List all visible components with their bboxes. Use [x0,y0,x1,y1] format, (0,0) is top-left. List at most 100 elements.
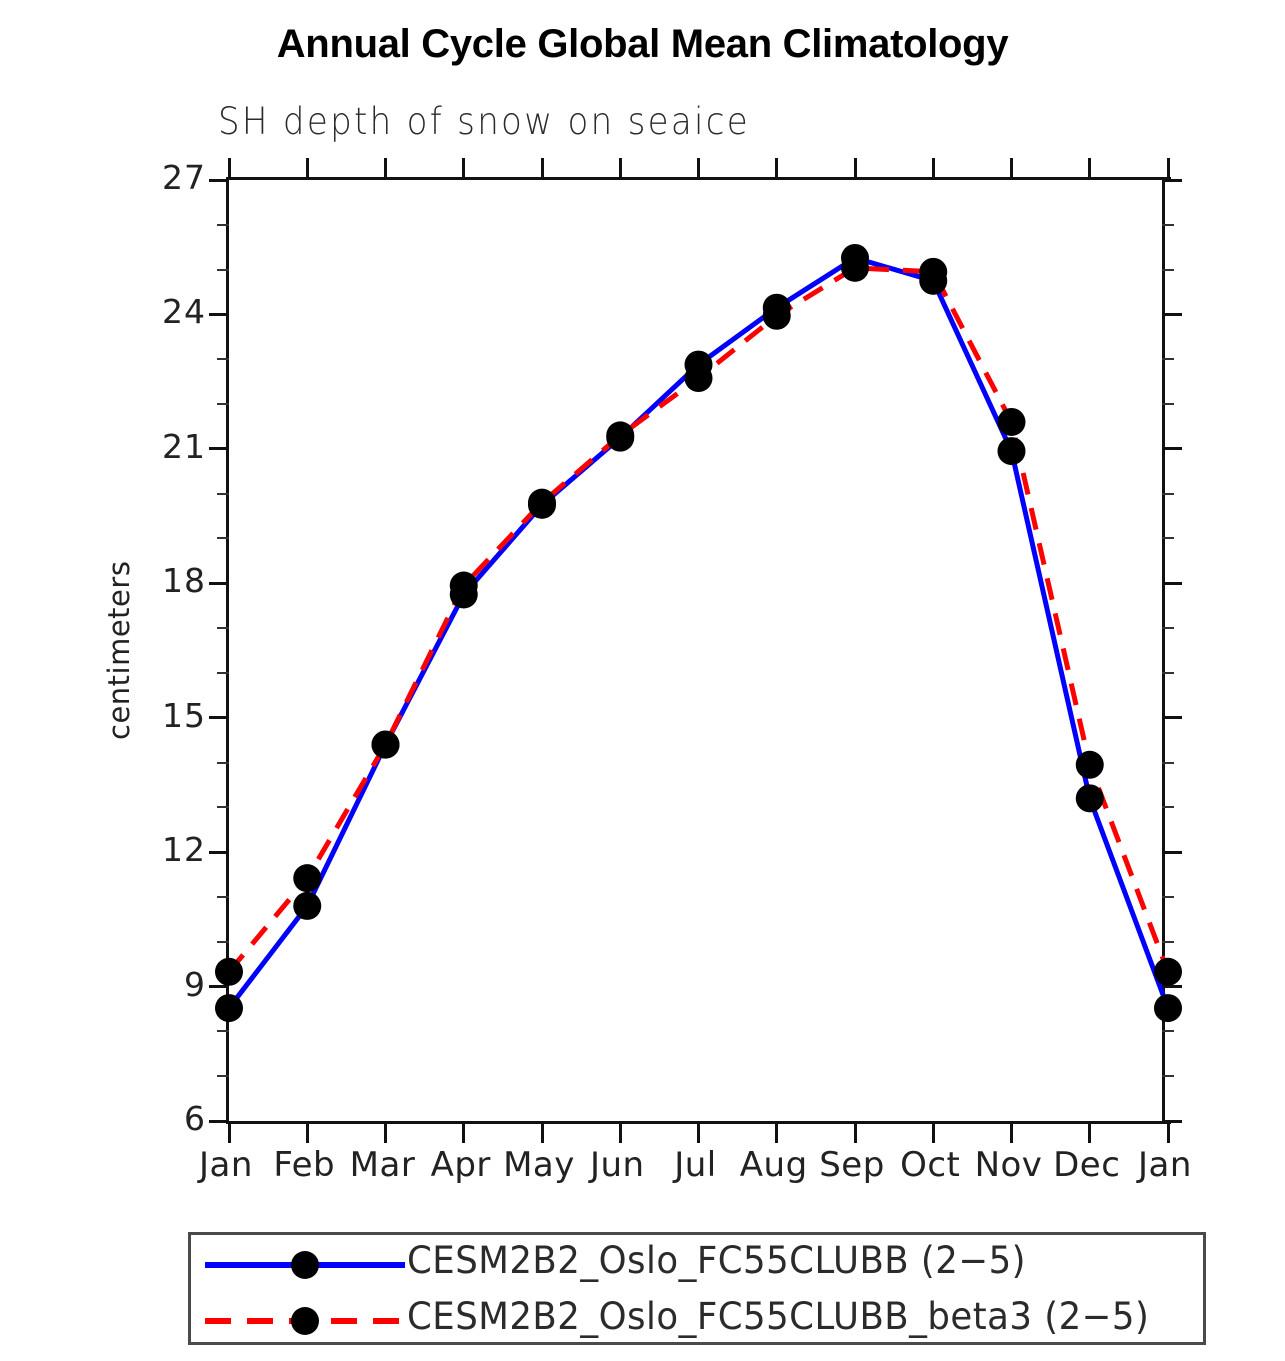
series-data-point [997,437,1026,466]
y-axis-minor-tick [1162,537,1174,540]
x-axis-tick [462,158,466,180]
y-axis-major-tick [1162,447,1182,451]
y-axis-minor-tick [217,223,229,226]
series-data-point [215,994,243,1023]
chart-title: Annual Cycle Global Mean Climatology [276,22,1009,66]
y-axis-tick-label: 12 [162,830,206,870]
y-axis-major-tick [209,850,229,854]
x-axis-tick [1166,158,1170,180]
y-axis-minor-tick [1162,268,1174,271]
y-axis-minor-tick [217,895,229,898]
x-axis-tick-label: May [503,1145,575,1185]
y-axis-minor-tick [217,268,229,271]
y-axis-minor-tick [217,627,229,630]
chart-subtitle: SH depth of snow on seaice [218,100,751,143]
x-axis-tick [227,158,231,180]
y-axis-tick-label: 15 [162,695,206,735]
x-axis-tick [1088,158,1092,180]
series-data-point [762,301,791,330]
x-axis-tick [384,158,387,180]
y-axis-major-tick [1162,581,1182,585]
y-axis-minor-tick [217,358,229,361]
x-axis-tick [775,158,779,180]
axis-tick-layer [209,158,1182,1143]
series-data-point [919,257,948,286]
x-axis-tick-label: Aug [739,1145,808,1185]
legend-swatch-line-solid [205,1251,405,1279]
x-tick-label-layer: Jan Feb Mar Apr May Jun Jul Aug Sep Oct Nov Dec Jan [199,180,1191,1185]
legend-label: CESM2B2_Oslo_FC55CLUBB_beta3 (2−5) [407,1295,1150,1338]
y-axis-tick-label: 27 [162,158,206,197]
y-axis-minor-tick [217,492,229,495]
legend-swatch-line-dashed [205,1307,405,1335]
series-data-point [293,864,322,893]
x-axis-tick-label: Jul [674,1145,717,1185]
series-plot-layer [215,243,1182,1023]
y-axis-minor-tick [1162,671,1174,674]
y-axis-minor-tick [217,761,229,764]
series-data-point [293,891,322,920]
y-axis-minor-tick [1162,492,1174,495]
y-axis-major-tick [1162,985,1182,989]
y-tick-label-layer: 6 9 12 15 18 21 24 27 [162,158,1165,1138]
y-axis-minor-tick [1162,1075,1174,1078]
y-axis-minor-tick [1162,403,1174,406]
x-axis-tick-label: Jun [589,1145,645,1185]
x-axis-tick [540,1121,544,1143]
legend-item[interactable]: CESM2B2_Oslo_FC55CLUBB (2−5) [191,1237,1209,1293]
y-axis-minor-tick [217,537,229,540]
x-axis-tick-label: Apr [430,1145,491,1185]
x-axis-tick [931,158,935,180]
y-axis-minor-tick [217,1075,229,1078]
series-data-point [371,730,400,759]
x-axis-tick [853,158,857,180]
series-data-point [1154,994,1182,1023]
x-axis-tick [305,1121,309,1143]
y-axis-minor-tick [217,1030,229,1033]
y-axis-minor-tick [1162,940,1174,943]
x-axis-tick [1010,1121,1013,1143]
y-axis-major-tick [1162,312,1182,316]
y-axis-tick-label: 6 [184,1099,206,1138]
series-data-point [997,407,1026,436]
y-axis-major-tick [1162,716,1182,720]
x-axis-tick-label: Nov [974,1145,1043,1185]
y-axis-minor-tick [1162,223,1174,226]
y-axis-major-tick [1162,1119,1182,1123]
x-axis-tick [1010,158,1013,180]
x-axis-tick-label: Oct [900,1145,961,1185]
series-data-point [215,957,243,986]
y-axis-major-tick [1162,850,1182,854]
legend-label: CESM2B2_Oslo_FC55CLUBB (2−5) [407,1239,1026,1282]
plot-frame [209,158,1182,1143]
x-axis-tick [618,158,622,180]
x-axis-tick [618,1121,622,1143]
x-axis-tick [931,1121,935,1143]
series-data-point [449,571,478,600]
series-data-point [528,488,556,517]
x-axis-tick [305,158,309,180]
x-axis-tick [227,1121,231,1143]
legend-item[interactable]: CESM2B2_Oslo_FC55CLUBB_beta3 (2−5) [191,1293,1209,1349]
y-axis-major-tick [209,178,229,182]
x-axis-tick [697,158,700,180]
y-axis-tick-label: 9 [184,964,206,1004]
y-axis-major-tick [1162,178,1182,182]
x-axis-tick [1088,1121,1092,1143]
series-data-point [1075,784,1104,813]
y-axis-minor-tick [1162,627,1174,630]
y-axis-minor-tick [217,403,229,406]
y-axis-minor-tick [217,806,229,809]
series-data-point [684,364,713,393]
x-axis-tick [384,1121,387,1143]
y-axis-major-tick [209,1119,229,1123]
legend-box: CESM2B2_Oslo_FC55CLUBB (2−5) CESM2B2_Osl… [188,1232,1206,1345]
y-axis-tick-label: 21 [162,426,206,466]
series-data-point [1154,957,1182,986]
x-axis-tick [462,1121,466,1143]
y-axis-tick-label: 18 [162,561,206,601]
y-axis-minor-tick [217,671,229,674]
x-axis-tick-label: Jan [199,1145,253,1185]
y-axis-minor-tick [1162,806,1174,809]
y-axis-major-tick [209,447,229,451]
